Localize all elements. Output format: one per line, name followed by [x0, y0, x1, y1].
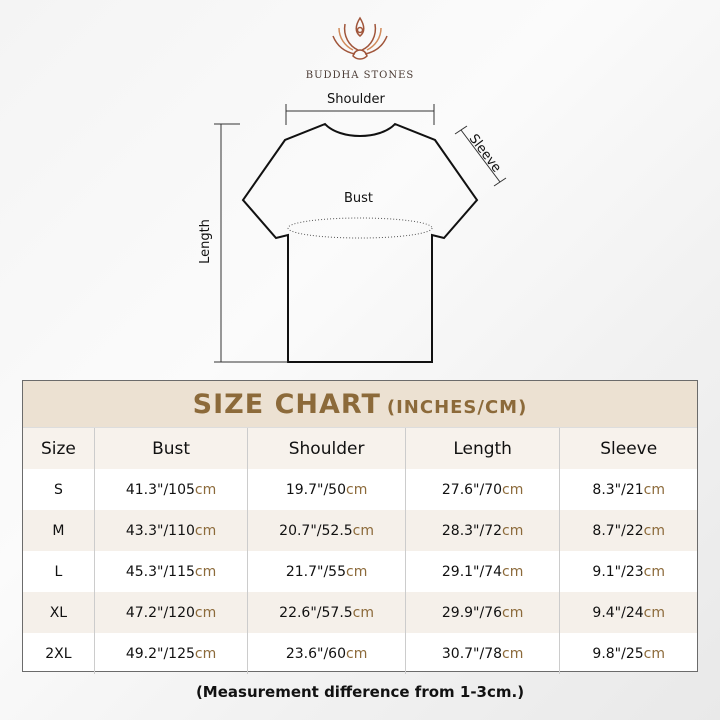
- cell-value: 27.6"/70: [441, 481, 503, 498]
- cell-value: 30.7"/78: [441, 645, 503, 662]
- unit-label: cm: [502, 645, 524, 662]
- cell-value: 47.2"/120: [125, 604, 195, 621]
- cell-value: 2XL: [45, 645, 72, 662]
- brand-logo: BUDDHA STONES: [300, 14, 420, 81]
- unit-label: cm: [643, 522, 665, 539]
- tshirt-diagram: Shoulder Bust Length Sleeve: [197, 92, 507, 363]
- measurement-note: (Measurement difference from 1-3cm.): [195, 683, 525, 701]
- cell-value: 19.7"/50: [285, 481, 346, 498]
- size-chart-table: SIZE CHART (INCHES/CM) Size Bust Shoulde…: [22, 380, 698, 674]
- cell-sleeve: 8.7"/22 cm: [560, 510, 697, 551]
- unit-label: cm: [643, 604, 665, 621]
- unit-label: cm: [194, 645, 217, 662]
- cell-length: 28.3"/72 cm: [406, 510, 561, 551]
- unit-label: cm: [352, 604, 375, 621]
- cell-shoulder: 20.7"/52.5 cm: [248, 510, 406, 551]
- unit-label: cm: [194, 522, 217, 539]
- cell-value: M: [52, 522, 65, 539]
- cell-length: 29.9"/76 cm: [406, 592, 561, 633]
- cell-value: 21.7"/55: [285, 563, 346, 580]
- header-shoulder: Shoulder: [248, 428, 406, 469]
- cell-value: 9.4"/24: [592, 604, 644, 621]
- cell-value: 29.1"/74: [441, 563, 503, 580]
- cell-length: 30.7"/78 cm: [406, 633, 561, 674]
- bust-label: Bust: [344, 191, 374, 206]
- cell-size: M: [23, 510, 95, 551]
- lotus-meditation-icon: [332, 16, 388, 60]
- cell-value: 20.7"/52.5: [279, 522, 353, 539]
- cell-size: L: [23, 551, 95, 592]
- unit-label: cm: [502, 604, 524, 621]
- table-row: S 41.3"/105 cm 19.7"/50 cm 27.6"/70 cm 8.3"/21 c…: [23, 469, 697, 510]
- header-bust: Bust: [95, 428, 249, 469]
- cell-value: 41.3"/105: [125, 481, 195, 498]
- cell-size: S: [23, 469, 95, 510]
- cell-value: 23.6"/60: [285, 645, 346, 662]
- header-sleeve: Sleeve: [600, 438, 658, 459]
- unit-label: cm: [346, 481, 368, 498]
- unit-label: cm: [502, 481, 524, 498]
- unit-label: cm: [502, 563, 524, 580]
- cell-length: 29.1"/74 cm: [406, 551, 561, 592]
- cell-bust: 47.2"/120 cm: [95, 592, 249, 633]
- unit-label: cm: [194, 563, 217, 580]
- table-row: XL 47.2"/120 cm 22.6"/57.5 cm 29.9"/76 cm 9.4"/…: [23, 592, 697, 633]
- cell-value: 22.6"/57.5: [279, 604, 353, 621]
- table-row: M 43.3"/110 cm 20.7"/52.5 cm 28.3"/72 cm 8.7"/2…: [23, 510, 697, 551]
- cell-shoulder: 23.6"/60 cm: [248, 633, 406, 674]
- cell-bust: 45.3"/115 cm: [95, 551, 249, 592]
- size-chart-title: SIZE CHART (INCHES/CM): [23, 381, 697, 428]
- cell-sleeve: 9.8"/25 cm: [560, 633, 697, 674]
- table-row: 2XL 49.2"/125 cm 23.6"/60 cm 30.7"/78 cm 9.8"/2…: [23, 633, 697, 674]
- unit-label: cm: [346, 563, 368, 580]
- cell-value: L: [54, 563, 63, 580]
- unit-label: cm: [194, 481, 217, 498]
- length-label: Length: [197, 219, 213, 264]
- cell-value: 43.3"/110: [125, 522, 195, 539]
- unit-label: cm: [346, 645, 368, 662]
- cell-value: XL: [49, 604, 68, 621]
- cell-value: 8.7"/22: [592, 522, 644, 539]
- cell-bust: 43.3"/110 cm: [95, 510, 249, 551]
- cell-value: 9.1"/23: [592, 563, 644, 580]
- cell-length: 27.6"/70 cm: [406, 469, 561, 510]
- cell-shoulder: 21.7"/55 cm: [248, 551, 406, 592]
- cell-shoulder: 22.6"/57.5 cm: [248, 592, 406, 633]
- cell-value: 8.3"/21: [592, 481, 644, 498]
- unit-label: cm: [502, 522, 524, 539]
- cell-sleeve: 9.1"/23 cm: [560, 551, 697, 592]
- cell-value: S: [53, 481, 63, 498]
- cell-value: 29.9"/76: [441, 604, 503, 621]
- unit-label: cm: [643, 563, 665, 580]
- cell-sleeve: 9.4"/24 cm: [560, 592, 697, 633]
- cell-shoulder: 19.7"/50 cm: [248, 469, 406, 510]
- unit-label: cm: [194, 604, 217, 621]
- header-length: Length: [406, 428, 561, 469]
- header-size: Size: [23, 428, 95, 469]
- cell-value: 28.3"/72: [441, 522, 503, 539]
- cell-value: 45.3"/115: [125, 563, 195, 580]
- cell-value: 49.2"/125: [125, 645, 195, 662]
- cell-bust: 49.2"/125 cm: [95, 633, 249, 674]
- cell-size: 2XL: [23, 633, 95, 674]
- unit-label: cm: [643, 645, 665, 662]
- cell-size: XL: [23, 592, 95, 633]
- cell-value: 9.8"/25: [592, 645, 644, 662]
- tshirt-outline: [214, 104, 507, 363]
- header-row: Size Bust Shoulder Length Sleeve: [23, 428, 697, 469]
- table-row: L 45.3"/115 cm 21.7"/55 cm 29.1"/74 cm 9.1"/23 c…: [23, 551, 697, 592]
- unit-label: cm: [352, 522, 375, 539]
- shoulder-label: Shoulder: [327, 92, 385, 107]
- title-units: (INCHES/CM): [386, 396, 528, 418]
- cell-bust: 41.3"/105 cm: [95, 469, 249, 510]
- unit-label: cm: [643, 481, 665, 498]
- brand-name: BUDDHA STONES: [305, 70, 415, 81]
- title-main: SIZE CHART: [192, 388, 381, 420]
- cell-sleeve: 8.3"/21 cm: [560, 469, 697, 510]
